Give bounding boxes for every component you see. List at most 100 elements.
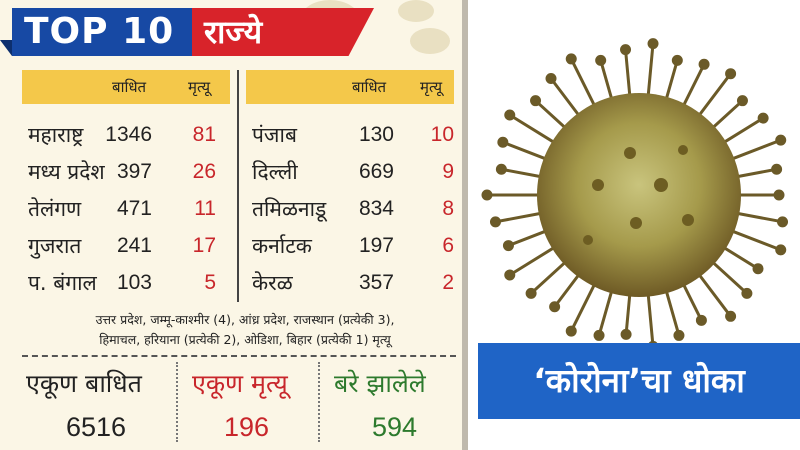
virus-spike	[499, 167, 547, 179]
state-name: दिल्ली	[252, 160, 298, 184]
affected-count: 834	[358, 197, 394, 220]
virus-spike	[727, 228, 783, 252]
virus-spike-tip	[671, 54, 683, 66]
virus-spike-tip	[775, 244, 787, 256]
virus-spike-tip	[741, 287, 753, 299]
virus-illustration	[481, 38, 789, 345]
virus-spike-tip	[497, 136, 509, 148]
virus-spike	[549, 76, 583, 120]
virus-spike-tip	[504, 269, 516, 281]
decorative-dot	[410, 28, 450, 54]
affected-count: 103	[116, 271, 152, 294]
affected-count: 1346	[105, 123, 152, 146]
state-name: गुजरात	[28, 234, 82, 258]
header-deaths-right: मृत्यू	[420, 78, 443, 96]
total-recovered-label: बरे झालेले	[334, 369, 426, 398]
virus-spike-tip	[757, 112, 769, 124]
virus-spike-tip	[620, 44, 632, 56]
caption-box	[478, 343, 800, 419]
total-recovered-value: 594	[372, 412, 418, 442]
death-count: 9	[442, 160, 454, 183]
virus-spike-tip	[647, 38, 659, 50]
header-affected-left: बाधित	[112, 78, 147, 96]
virus-spike-tip	[489, 216, 501, 228]
virus-spike	[553, 270, 583, 309]
virus-spike-tip	[725, 68, 737, 80]
virus-spike	[508, 244, 559, 277]
virus-spike-tip	[495, 163, 507, 175]
virus-spike	[680, 62, 706, 111]
virus-spike	[599, 58, 615, 105]
header-deaths-left: मृत्यू	[188, 78, 211, 96]
column-divider	[237, 70, 239, 302]
virus-spike-tip	[545, 72, 557, 84]
affected-count: 669	[358, 160, 394, 183]
state-name: मध्य प्रदेश	[28, 160, 105, 184]
virus-spike	[646, 289, 655, 345]
totals-divider	[22, 355, 456, 357]
totals-separator	[176, 362, 178, 442]
virus-spike	[731, 167, 779, 179]
virus-spike-tip	[620, 328, 632, 340]
affected-count: 397	[116, 160, 152, 183]
virus-spike-tip	[565, 53, 577, 65]
state-name: केरळ	[252, 271, 293, 295]
affected-count: 241	[116, 234, 152, 257]
virus-spike-tip	[698, 58, 710, 70]
death-count: 11	[194, 197, 216, 220]
header-bar-left	[22, 70, 230, 104]
affected-count: 471	[116, 197, 152, 220]
virus-spike	[731, 211, 785, 224]
affected-count: 197	[358, 234, 394, 257]
virus-spike	[695, 72, 733, 120]
virus-spike	[646, 42, 655, 101]
virus-spike	[534, 99, 570, 132]
header-bar-right	[246, 70, 454, 104]
virus-spike	[695, 270, 733, 318]
death-count: 6	[442, 234, 454, 257]
virus-spike-tip	[530, 95, 542, 107]
virus-spike-tip	[773, 189, 785, 201]
virus-spike-tip	[504, 109, 516, 121]
virus-spike	[569, 279, 598, 333]
total-deaths-label: एकूण मृत्यू	[192, 369, 288, 398]
affected-count: 357	[358, 271, 394, 294]
death-count: 10	[430, 123, 454, 146]
virus-spike	[663, 285, 681, 337]
state-name: महाराष्ट्र	[28, 123, 84, 147]
panel-edge	[462, 0, 468, 450]
death-count: 26	[192, 160, 216, 183]
death-count: 8	[442, 197, 454, 220]
other-states-note: उत्तर प्रदेश, जम्मू-काश्मीर (4), आंध्र प…	[30, 310, 460, 350]
virus-spike	[680, 279, 703, 322]
state-name: तेलंगण	[28, 197, 82, 221]
virus-spike-tip	[736, 95, 748, 107]
affected-count: 130	[358, 123, 394, 146]
virus-spike	[708, 99, 744, 132]
virus-spike-tip	[725, 310, 737, 322]
state-name: तमिळनाडू	[252, 197, 327, 221]
death-count: 81	[192, 123, 216, 146]
virus-spike	[506, 228, 551, 248]
virus-spike	[727, 138, 783, 162]
virus-spike-tip	[695, 314, 707, 326]
note-line: उत्तर प्रदेश, जम्मू-काश्मीर (4), आंध्र प…	[95, 312, 395, 327]
banner-states: राज्ये	[204, 13, 263, 51]
virus-spike	[529, 258, 570, 295]
banner-top10-bg	[12, 8, 192, 56]
virus-spike-tip	[565, 325, 577, 337]
virus-spike	[493, 211, 547, 224]
caption-title: ‘कोरोना’चा धोका	[533, 361, 745, 400]
header-affected-right: बाधित	[352, 78, 387, 96]
virus-spike	[708, 258, 749, 295]
banner-top10: TOP 10	[24, 11, 175, 52]
state-name: कर्नाटक	[252, 234, 312, 258]
virus-image	[478, 35, 800, 345]
banner-states-bg	[192, 8, 374, 56]
virus-spike	[719, 116, 765, 146]
death-count: 5	[204, 271, 216, 294]
virus-spike	[569, 57, 598, 111]
virus-spike-tip	[502, 240, 514, 252]
virus-spike	[508, 113, 559, 146]
virus-spike-tip	[673, 329, 685, 341]
